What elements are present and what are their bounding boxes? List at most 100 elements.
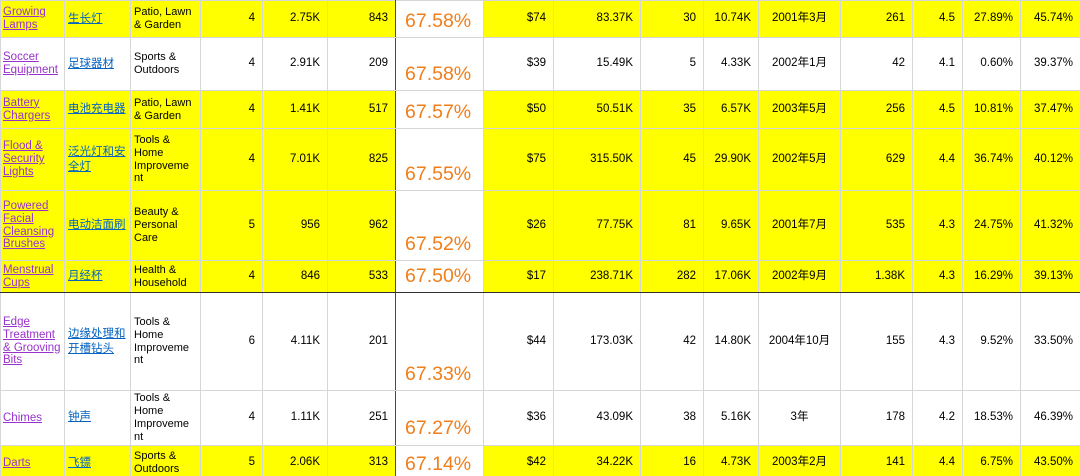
- percentage-cell[interactable]: 39.13%: [1020, 260, 1080, 293]
- product-name-zh-cell[interactable]: 足球器材: [64, 37, 131, 91]
- price-cell[interactable]: $39: [483, 37, 554, 91]
- product-name-en-cell[interactable]: Soccer Equipment: [0, 37, 65, 91]
- metric-cell[interactable]: 256: [840, 90, 913, 129]
- rating-cell[interactable]: 4.4: [912, 444, 963, 476]
- main-percentage-cell[interactable]: 67.50%: [395, 260, 484, 293]
- metric-cell[interactable]: 4: [200, 37, 263, 91]
- percentage-cell[interactable]: 41.32%: [1020, 190, 1080, 261]
- metric-cell[interactable]: 843: [327, 0, 396, 38]
- product-link-zh[interactable]: 泛光灯和安全灯: [68, 145, 126, 173]
- product-name-zh-cell[interactable]: 边缘处理和开槽钻头: [64, 292, 131, 391]
- main-percentage-cell[interactable]: 67.58%: [395, 37, 484, 91]
- metric-cell[interactable]: 5: [640, 37, 704, 91]
- metric-cell[interactable]: 2.75K: [262, 0, 328, 38]
- metric-cell[interactable]: 81: [640, 190, 704, 261]
- metric-cell[interactable]: 4: [200, 390, 263, 446]
- metric-cell[interactable]: 141: [840, 444, 913, 476]
- metric-cell[interactable]: 315.50K: [553, 128, 641, 191]
- metric-cell[interactable]: 4: [200, 90, 263, 129]
- metric-cell[interactable]: 282: [640, 260, 704, 293]
- category-cell[interactable]: Patio, Lawn & Garden: [130, 0, 201, 38]
- metric-cell[interactable]: 5: [200, 190, 263, 261]
- percentage-cell[interactable]: 33.50%: [1020, 292, 1080, 391]
- rating-cell[interactable]: 4.4: [912, 128, 963, 191]
- rating-cell[interactable]: 4.1: [912, 37, 963, 91]
- metric-cell[interactable]: 1.41K: [262, 90, 328, 129]
- metric-cell[interactable]: 15.49K: [553, 37, 641, 91]
- percentage-cell[interactable]: 39.37%: [1020, 37, 1080, 91]
- product-link-zh[interactable]: 钟声: [68, 411, 91, 424]
- rating-cell[interactable]: 4.5: [912, 0, 963, 38]
- metric-cell[interactable]: 42: [840, 37, 913, 91]
- metric-cell[interactable]: 2.06K: [262, 444, 328, 476]
- product-link-zh[interactable]: 边缘处理和开槽钻头: [68, 327, 126, 355]
- percentage-cell[interactable]: 46.39%: [1020, 390, 1080, 446]
- main-percentage-cell[interactable]: 67.33%: [395, 292, 484, 391]
- metric-cell[interactable]: 173.03K: [553, 292, 641, 391]
- product-name-en-cell[interactable]: Edge Treatment & Grooving Bits: [0, 292, 65, 391]
- metric-cell[interactable]: 43.09K: [553, 390, 641, 446]
- metric-cell[interactable]: 155: [840, 292, 913, 391]
- product-name-zh-cell[interactable]: 飞镖: [64, 444, 131, 476]
- metric-cell[interactable]: 9.65K: [703, 190, 759, 261]
- product-link-zh[interactable]: 电动洁面刷: [68, 219, 126, 232]
- rating-cell[interactable]: 4.3: [912, 292, 963, 391]
- product-name-zh-cell[interactable]: 月经杯: [64, 260, 131, 293]
- product-link-en[interactable]: Growing Lamps: [3, 6, 46, 31]
- category-cell[interactable]: Beauty & Personal Care: [130, 190, 201, 261]
- date-cell[interactable]: 2004年10月: [758, 292, 841, 391]
- category-cell[interactable]: Tools & Home Improvement: [130, 292, 201, 391]
- product-link-zh[interactable]: 月经杯: [68, 270, 103, 283]
- product-link-en[interactable]: Menstrual Cups: [3, 263, 54, 289]
- price-cell[interactable]: $17: [483, 260, 554, 293]
- metric-cell[interactable]: 209: [327, 37, 396, 91]
- product-name-en-cell[interactable]: Chimes: [0, 390, 65, 446]
- main-percentage-cell[interactable]: 67.58%: [395, 0, 484, 38]
- metric-cell[interactable]: 4.33K: [703, 37, 759, 91]
- metric-cell[interactable]: 962: [327, 190, 396, 261]
- rating-cell[interactable]: 4.5: [912, 90, 963, 129]
- product-name-en-cell[interactable]: Powered Facial Cleansing Brushes: [0, 190, 65, 261]
- price-cell[interactable]: $75: [483, 128, 554, 191]
- date-cell[interactable]: 3年: [758, 390, 841, 446]
- product-name-zh-cell[interactable]: 钟声: [64, 390, 131, 446]
- product-link-zh[interactable]: 飞镖: [68, 456, 91, 469]
- product-link-en[interactable]: Chimes: [3, 411, 42, 424]
- product-name-en-cell[interactable]: Battery Chargers: [0, 90, 65, 129]
- metric-cell[interactable]: 4.11K: [262, 292, 328, 391]
- metric-cell[interactable]: 4.73K: [703, 444, 759, 476]
- main-percentage-cell[interactable]: 67.55%: [395, 128, 484, 191]
- product-link-en[interactable]: Battery Chargers: [3, 96, 51, 122]
- category-cell[interactable]: Tools & Home Improvement: [130, 390, 201, 446]
- product-link-en[interactable]: Darts: [3, 456, 31, 469]
- metric-cell[interactable]: 846: [262, 260, 328, 293]
- product-name-zh-cell[interactable]: 电动洁面刷: [64, 190, 131, 261]
- percentage-cell[interactable]: 18.53%: [962, 390, 1021, 446]
- product-name-zh-cell[interactable]: 泛光灯和安全灯: [64, 128, 131, 191]
- product-name-zh-cell[interactable]: 电池充电器: [64, 90, 131, 129]
- metric-cell[interactable]: 535: [840, 190, 913, 261]
- percentage-cell[interactable]: 0.60%: [962, 37, 1021, 91]
- category-cell[interactable]: Sports & Outdoors: [130, 444, 201, 476]
- metric-cell[interactable]: 313: [327, 444, 396, 476]
- metric-cell[interactable]: 50.51K: [553, 90, 641, 129]
- date-cell[interactable]: 2001年3月: [758, 0, 841, 38]
- metric-cell[interactable]: 14.80K: [703, 292, 759, 391]
- percentage-cell[interactable]: 10.81%: [962, 90, 1021, 129]
- percentage-cell[interactable]: 45.74%: [1020, 0, 1080, 38]
- metric-cell[interactable]: 201: [327, 292, 396, 391]
- product-name-en-cell[interactable]: Menstrual Cups: [0, 260, 65, 293]
- metric-cell[interactable]: 42: [640, 292, 704, 391]
- metric-cell[interactable]: 29.90K: [703, 128, 759, 191]
- metric-cell[interactable]: 17.06K: [703, 260, 759, 293]
- product-name-en-cell[interactable]: Growing Lamps: [0, 0, 65, 38]
- metric-cell[interactable]: 533: [327, 260, 396, 293]
- metric-cell[interactable]: 38: [640, 390, 704, 446]
- date-cell[interactable]: 2002年5月: [758, 128, 841, 191]
- product-link-zh[interactable]: 足球器材: [68, 57, 114, 70]
- product-name-zh-cell[interactable]: 生长灯: [64, 0, 131, 38]
- metric-cell[interactable]: 251: [327, 390, 396, 446]
- rating-cell[interactable]: 4.3: [912, 260, 963, 293]
- metric-cell[interactable]: 517: [327, 90, 396, 129]
- metric-cell[interactable]: 178: [840, 390, 913, 446]
